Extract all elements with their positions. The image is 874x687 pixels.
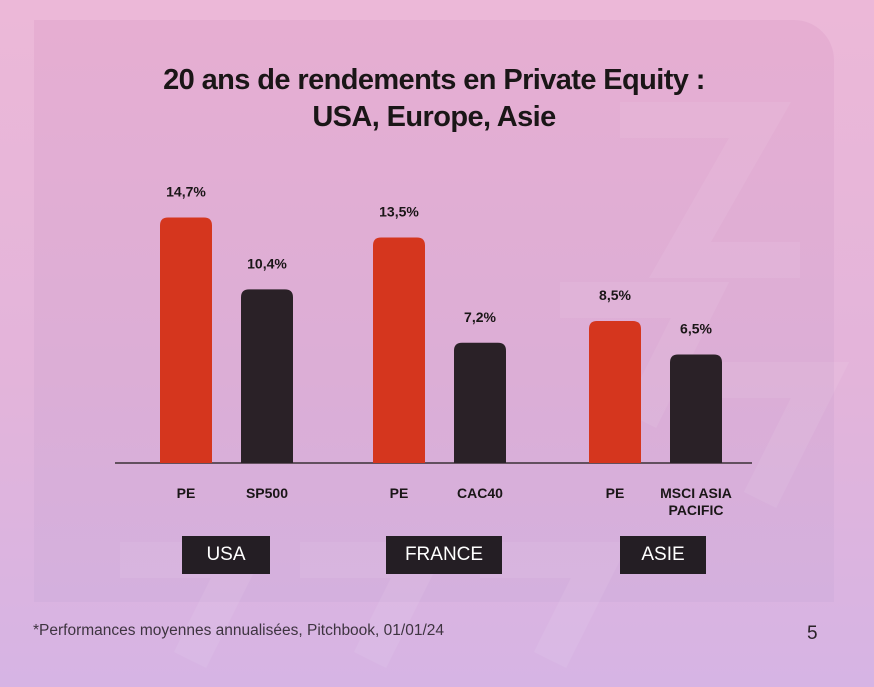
bar-usa-pe bbox=[160, 217, 212, 463]
value-label: 14,7% bbox=[166, 184, 206, 200]
category-label: PE bbox=[390, 485, 409, 501]
bar-asie-msci-asia-pacific bbox=[670, 354, 722, 463]
category-label: SP500 bbox=[246, 485, 288, 501]
category-label: MSCI ASIA bbox=[660, 485, 732, 501]
category-label: CAC40 bbox=[457, 485, 503, 501]
title-line-2: USA, Europe, Asie bbox=[312, 101, 556, 133]
bar-asie-pe bbox=[589, 321, 641, 463]
category-label: PE bbox=[606, 485, 625, 501]
bar-france-cac40 bbox=[454, 342, 506, 463]
group-label-asie: ASIE bbox=[620, 536, 706, 574]
footnote: *Performances moyennes annualisées, Pitc… bbox=[33, 622, 444, 639]
bar-usa-sp500 bbox=[241, 289, 293, 463]
group-label-france: FRANCE bbox=[386, 536, 502, 574]
value-label: 10,4% bbox=[247, 255, 287, 271]
page-number: 5 bbox=[807, 623, 818, 644]
chart-title: 20 ans de rendements en Private Equity :… bbox=[34, 62, 834, 136]
value-label: 13,5% bbox=[379, 204, 419, 220]
title-line-1: 20 ans de rendements en Private Equity : bbox=[163, 64, 705, 96]
value-label: 6,5% bbox=[680, 320, 712, 336]
bar-france-pe bbox=[373, 237, 425, 463]
category-label: PE bbox=[177, 485, 196, 501]
group-label-usa: USA bbox=[182, 536, 270, 574]
category-label: PACIFIC bbox=[669, 502, 724, 518]
value-label: 8,5% bbox=[599, 287, 631, 303]
value-label: 7,2% bbox=[464, 309, 496, 325]
